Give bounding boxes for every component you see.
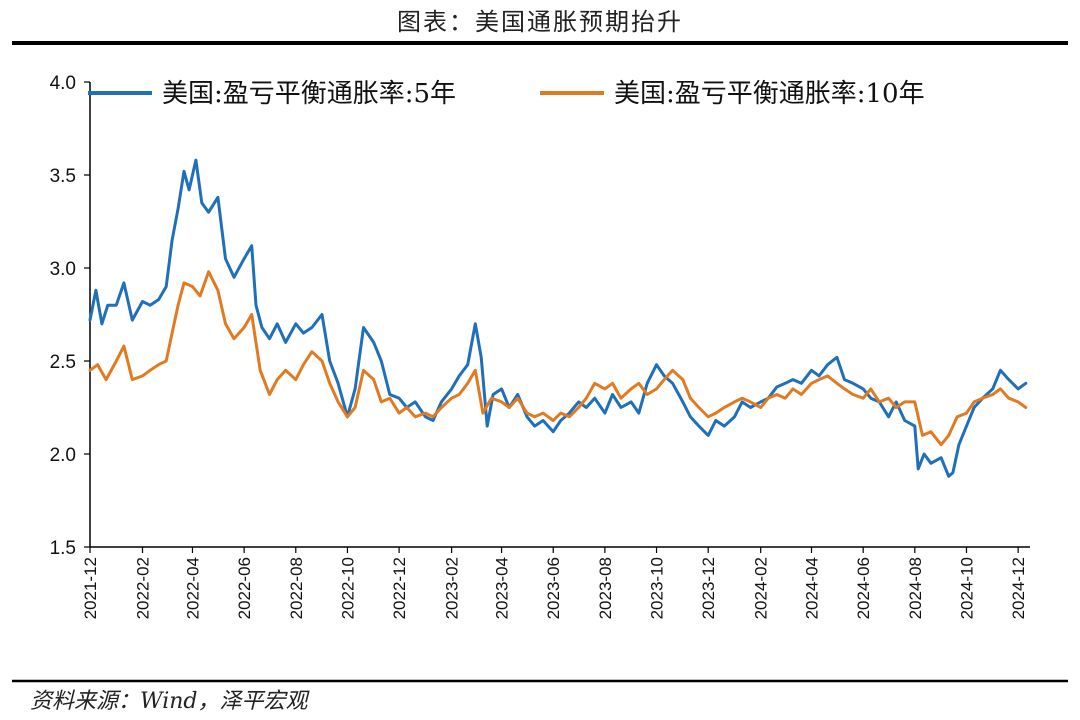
x-tick-label: 2023-02 bbox=[443, 557, 462, 619]
x-tick-label: 2023-04 bbox=[493, 557, 512, 619]
x-tick-label: 2024-08 bbox=[906, 557, 925, 619]
x-tick-label: 2022-06 bbox=[235, 557, 254, 619]
y-tick-label: 2.5 bbox=[50, 352, 76, 373]
x-tick-label: 2022-02 bbox=[134, 557, 153, 619]
source-note: 资料来源：Wind，泽平宏观 bbox=[30, 689, 311, 714]
legend-label: 美国:盈亏平衡通胀率:10年 bbox=[614, 79, 925, 109]
x-tick-label: 2023-08 bbox=[596, 557, 615, 619]
legend-label: 美国:盈亏平衡通胀率:5年 bbox=[162, 79, 456, 109]
x-tick-label: 2024-04 bbox=[803, 557, 822, 619]
x-tick-label: 2024-02 bbox=[752, 557, 771, 619]
x-tick-label: 2021-12 bbox=[81, 557, 100, 619]
chart-title: 图表：美国通胀预期抬升 bbox=[397, 8, 683, 36]
x-tick-label: 2022-10 bbox=[338, 557, 357, 619]
x-tick-label: 2024-06 bbox=[854, 557, 873, 619]
x-tick-label: 2022-08 bbox=[287, 557, 306, 619]
x-tick-label: 2022-12 bbox=[390, 557, 409, 619]
y-tick-label: 2.0 bbox=[50, 445, 76, 466]
axes: 1.5 2.0 2.5 3.0 3.5 4.0 2021-12 2022-02 2022-04 2… bbox=[50, 73, 1030, 619]
series-group bbox=[88, 158, 1028, 478]
y-tick-label: 4.0 bbox=[50, 73, 76, 94]
y-tick-label: 3.5 bbox=[50, 166, 76, 187]
series-line-10y bbox=[88, 270, 1028, 447]
x-tick-label: 2024-10 bbox=[957, 557, 976, 619]
x-tick-label: 2023-10 bbox=[648, 557, 667, 619]
series-line-5y bbox=[88, 158, 1028, 478]
x-tick-label: 2023-12 bbox=[699, 557, 718, 619]
x-tick-label: 2022-04 bbox=[183, 557, 202, 619]
y-tick-label: 1.5 bbox=[50, 538, 76, 559]
x-tick-label: 2024-12 bbox=[1009, 557, 1028, 619]
x-tick-label: 2023-06 bbox=[544, 557, 563, 619]
legend: 美国:盈亏平衡通胀率:5年 美国:盈亏平衡通胀率:10年 bbox=[88, 79, 925, 109]
y-tick-label: 3.0 bbox=[50, 259, 76, 280]
